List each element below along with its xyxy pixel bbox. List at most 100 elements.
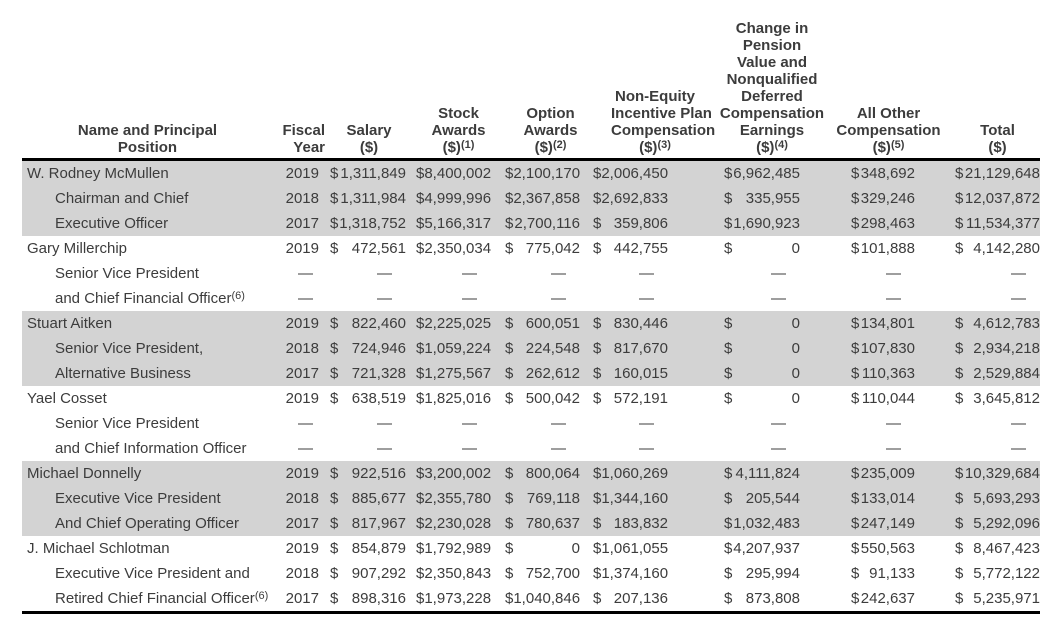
pension-cell: $0 [668,390,800,407]
dollar-sign: $ [724,540,733,557]
amount: 4,111,824 [735,465,800,482]
nonequity-cell: $1,344,160 [580,490,668,507]
amount: 5,292,096 [973,515,1040,532]
option-cell: $775,042 [491,240,580,257]
dollar-sign: $ [416,590,425,607]
name-position-cell: Senior Vice President, [55,340,204,357]
amount: 11,534,377 [966,215,1040,232]
dollar-sign: $ [505,590,514,607]
superscript-footnote: (6) [254,590,269,602]
fiscal-year-cell: 2017 [285,365,319,382]
amount: 107,830 [860,340,915,357]
allother-cell: — [800,440,915,457]
dollar-sign: $ [593,365,602,382]
stock-cell: $2,350,034 [406,240,491,257]
header-divider-rule [22,158,1040,161]
option-cell: $780,637 [491,515,580,532]
money-value: $4,612,783 [955,315,1040,332]
total-cell: $12,037,872 [915,190,1040,207]
dollar-sign: $ [593,465,602,482]
dollar-sign: $ [505,190,514,207]
option-cell: $600,051 [491,315,580,332]
total-cell: $21,129,648 [915,165,1040,182]
total-cell: $10,329,684 [915,465,1040,482]
nonequity-cell: — [580,440,668,457]
table-row: Executive Officer 2017 $1,318,752 $5,166,31… [22,211,1040,236]
money-value: $2,225,025 [416,315,491,332]
amount: 247,149 [860,515,915,532]
dollar-sign: $ [505,215,514,232]
amount: 4,999,996 [424,190,492,207]
dollar-sign: $ [416,215,425,232]
dollar-sign: $ [330,565,339,582]
dollar-sign: $ [505,390,514,407]
allother-cell: $235,009 [800,465,915,482]
money-value: $3,200,002 [416,465,491,482]
stock-cell: $1,275,567 [406,365,491,382]
pension-cell: — [668,290,800,307]
amount: 922,516 [351,465,406,482]
name-position-cell: Executive Officer [55,215,169,232]
amount: 262,612 [525,365,580,382]
money-value: — [593,415,668,432]
empty-dash: — [462,290,477,307]
dollar-sign: $ [330,315,339,332]
name-position-cell: Senior Vice President [55,265,199,282]
dollar-sign: $ [593,490,602,507]
amount: 2,006,450 [601,165,669,182]
dollar-sign: $ [851,540,860,557]
amount: 8,467,423 [973,540,1040,557]
salary-cell: — [320,290,406,307]
amount: 1,060,269 [601,465,669,482]
amount: 224,548 [525,340,580,357]
amount: 160,015 [613,365,668,382]
dollar-sign: $ [851,590,860,607]
amount: 359,806 [613,215,668,232]
dollar-sign: $ [851,365,860,382]
amount: 550,563 [860,540,915,557]
amount: 1,032,483 [733,515,800,532]
header-line: Value and [736,54,808,71]
option-cell: $2,700,116 [491,215,580,232]
option-cell: $2,100,170 [491,165,580,182]
fiscal-year-cell: — [298,265,313,282]
dollar-sign: $ [851,240,860,257]
money-value: $769,118 [505,490,580,507]
table-row: Retired Chief Financial Officer(6) 2017 $8… [22,586,1040,611]
dollar-sign: $ [330,215,339,232]
dollar-sign: $ [505,465,514,482]
dollar-sign: $ [416,315,425,332]
amount: 873,808 [745,590,800,607]
dollar-sign: $ [330,165,339,182]
amount: 885,677 [351,490,406,507]
stock-cell: $2,355,780 [406,490,491,507]
dollar-sign: $ [593,540,602,557]
fiscal-year-cell: 2018 [285,190,319,207]
dollar-sign: $ [955,365,964,382]
money-value: — [416,265,491,282]
dollar-sign: $ [593,315,602,332]
header-line: Fiscal [282,122,325,139]
table-row: Michael Donnelly 2019 $922,516 $3,200,002 $8… [22,461,1040,486]
amount: 472,561 [351,240,406,257]
money-value: $550,563 [851,540,915,557]
money-value: $21,129,648 [955,165,1040,182]
column-header-pension: Change in Pension Value and Nonqualified Def… [706,20,838,156]
option-cell: $224,548 [491,340,580,357]
amount: 235,009 [860,465,915,482]
total-cell: $2,529,884 [915,365,1040,382]
amount: 5,693,293 [973,490,1040,507]
nonequity-cell: $830,446 [580,315,668,332]
total-cell: — [915,265,1040,282]
dollar-sign: $ [505,315,514,332]
superscript-footnote: (5) [890,139,905,151]
amount: 0 [791,240,800,257]
amount: 1,344,160 [601,490,669,507]
money-value: $442,755 [593,240,668,257]
executive-group: J. Michael Schlotman 2019 $854,879 $1,792,9… [22,536,1040,611]
fiscal-year-cell: — [298,415,313,432]
pension-cell: $0 [668,240,800,257]
amount: 1,973,228 [424,590,492,607]
money-value: $207,136 [593,590,668,607]
money-value: $295,994 [724,565,800,582]
